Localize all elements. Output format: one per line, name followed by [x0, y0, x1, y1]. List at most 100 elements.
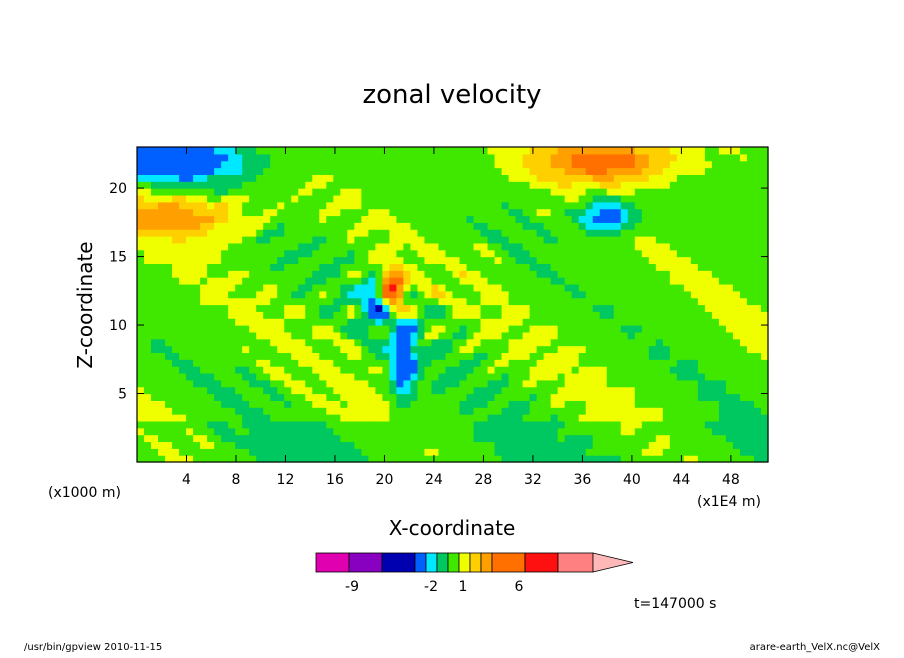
field-cell — [753, 263, 762, 271]
field-cell — [683, 229, 692, 237]
field-cell — [494, 249, 503, 258]
field-cell — [368, 400, 376, 408]
field-cell — [417, 236, 426, 244]
field-cell — [340, 414, 348, 422]
field-cell — [214, 318, 222, 326]
field-cell — [333, 414, 341, 422]
field-cell — [564, 283, 573, 292]
field-cell — [760, 167, 769, 175]
field-cell — [760, 229, 769, 237]
field-cell — [431, 208, 440, 217]
field-cell — [193, 201, 201, 210]
field-cell — [648, 318, 657, 326]
field-cell — [270, 393, 278, 401]
field-cell — [263, 414, 271, 422]
field-cell — [711, 420, 720, 429]
field-cell — [718, 427, 727, 436]
field-cell — [172, 167, 180, 175]
field-cell — [627, 181, 636, 189]
field-cell — [284, 263, 292, 271]
field-cell — [375, 393, 383, 401]
field-cell — [641, 201, 650, 210]
field-cell — [179, 304, 187, 312]
field-cell — [228, 414, 236, 422]
field-cell — [382, 263, 390, 271]
field-cell — [564, 325, 573, 333]
field-cell — [207, 434, 215, 443]
field-cell — [725, 420, 734, 429]
field-cell — [333, 188, 341, 196]
field-cell — [179, 393, 187, 401]
field-cell — [445, 188, 454, 196]
field-cell — [291, 249, 299, 258]
field-cell — [543, 304, 552, 312]
field-cell — [676, 174, 685, 182]
field-cell — [193, 249, 201, 258]
field-cell — [627, 400, 636, 408]
field-cell — [242, 393, 250, 401]
field-cell — [333, 256, 341, 265]
field-cell — [536, 338, 545, 347]
field-cell — [725, 290, 734, 299]
field-cell — [711, 277, 720, 285]
field-cell — [151, 222, 159, 230]
field-cell — [340, 427, 348, 436]
field-cell — [725, 256, 734, 265]
field-cell — [571, 304, 580, 312]
field-cell — [193, 242, 201, 251]
field-cell — [137, 277, 145, 285]
field-cell — [459, 318, 468, 326]
field-cell — [452, 236, 461, 244]
field-cell — [284, 359, 292, 367]
field-cell — [256, 420, 264, 429]
field-cell — [235, 153, 243, 162]
field-cell — [718, 242, 727, 251]
field-cell — [543, 434, 552, 443]
field-cell — [347, 448, 355, 456]
field-cell — [522, 263, 531, 271]
field-cell — [284, 208, 292, 217]
field-cell — [571, 222, 580, 230]
field-cell — [676, 386, 685, 395]
field-cell — [137, 215, 145, 223]
field-cell — [466, 188, 475, 196]
field-cell — [298, 277, 306, 285]
field-cell — [592, 297, 601, 306]
field-cell — [270, 455, 278, 463]
field-cell — [305, 414, 313, 422]
field-cell — [480, 325, 489, 333]
field-cell — [571, 400, 580, 408]
field-cell — [487, 448, 496, 456]
field-cell — [200, 386, 208, 395]
field-cell — [543, 188, 552, 196]
field-cell — [487, 222, 496, 230]
y-tick-label: 5 — [118, 387, 127, 403]
field-cell — [725, 277, 734, 285]
field-cell — [137, 338, 145, 347]
field-cell — [704, 414, 713, 422]
field-cell — [375, 153, 383, 162]
field-cell — [543, 455, 552, 463]
field-cell — [606, 386, 615, 395]
field-cell — [550, 201, 559, 210]
field-cell — [578, 290, 587, 299]
field-cell — [396, 174, 405, 182]
field-cell — [144, 222, 152, 230]
field-cell — [753, 427, 762, 436]
field-cell — [186, 400, 194, 408]
field-cell — [207, 194, 215, 203]
field-cell — [711, 236, 720, 244]
field-cell — [529, 366, 538, 374]
field-cell — [361, 256, 369, 265]
field-cell — [739, 366, 748, 374]
field-cell — [606, 379, 615, 388]
field-cell — [753, 277, 762, 285]
field-cell — [508, 455, 517, 463]
field-cell — [256, 372, 264, 381]
field-cell — [256, 229, 264, 237]
x-tick-label: 36 — [573, 472, 591, 488]
field-cell — [473, 181, 482, 189]
field-cell — [487, 242, 496, 251]
field-cell — [389, 256, 398, 265]
field-cell — [620, 153, 629, 162]
